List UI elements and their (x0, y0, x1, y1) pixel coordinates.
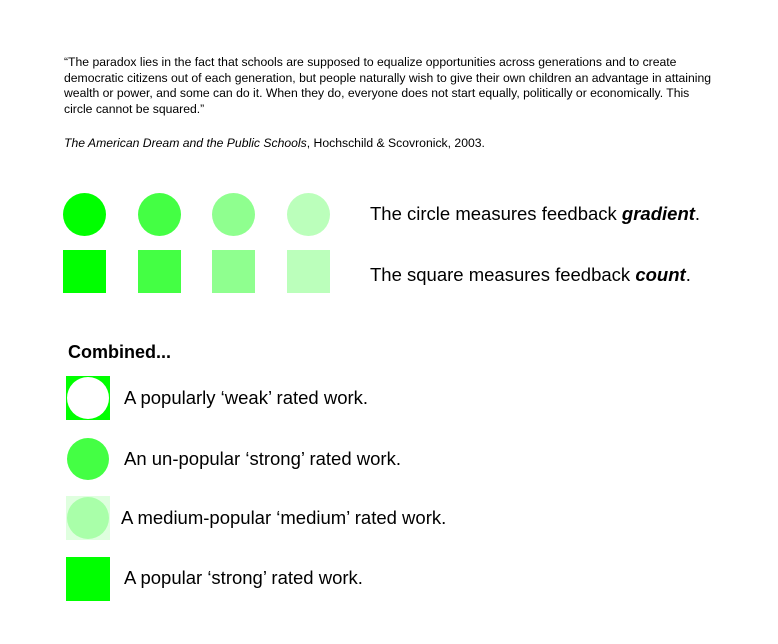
combo-strong-popular (66, 557, 110, 601)
circle-legend-prefix: The circle measures feedback (370, 203, 622, 224)
count-square-1 (63, 250, 106, 293)
combo-label-strong-popular: A popular ‘strong’ rated work. (124, 567, 363, 588)
gradient-circle-2 (138, 193, 181, 236)
square-legend-prefix: The square measures feedback (370, 264, 636, 285)
circle-legend-suffix: . (694, 203, 701, 224)
combo-circle (67, 497, 109, 539)
combo-label-medium-medium: A medium-popular ‘medium’ rated work. (121, 507, 447, 528)
square-legend-suffix: . (685, 264, 691, 285)
gradient-circle-1 (63, 193, 106, 236)
combo-label-strong-unpopular: An un-popular ‘strong’ rated work. (124, 448, 401, 469)
circle-legend-emphasis: gradient (621, 203, 695, 224)
combo-weak-popular (66, 376, 110, 420)
quote-text: “The paradox lies in the fact that schoo… (64, 55, 712, 116)
gradient-circle-4 (287, 193, 330, 236)
combo-circle (67, 438, 109, 480)
citation-title: The American Dream and the Public School… (64, 136, 307, 150)
circle-legend: The circle measures feedback gradient. (370, 203, 700, 225)
combo-circle (67, 377, 109, 419)
count-square-4 (287, 250, 330, 293)
combo-strong-unpopular (66, 437, 110, 481)
square-legend: The square measures feedback count. (370, 264, 691, 286)
combo-medium-medium (66, 496, 110, 540)
square-legend-emphasis: count (635, 264, 686, 285)
combined-heading: Combined... (68, 342, 171, 362)
combo-label-weak-popular: A popularly ‘weak’ rated work. (124, 387, 369, 408)
citation: The American Dream and the Public School… (64, 136, 724, 151)
citation-rest: , Hochschild & Scovronick, 2003. (306, 136, 485, 150)
count-square-2 (138, 250, 181, 293)
gradient-circle-3 (212, 193, 255, 236)
count-square-3 (212, 250, 255, 293)
combo-circle (67, 558, 109, 600)
